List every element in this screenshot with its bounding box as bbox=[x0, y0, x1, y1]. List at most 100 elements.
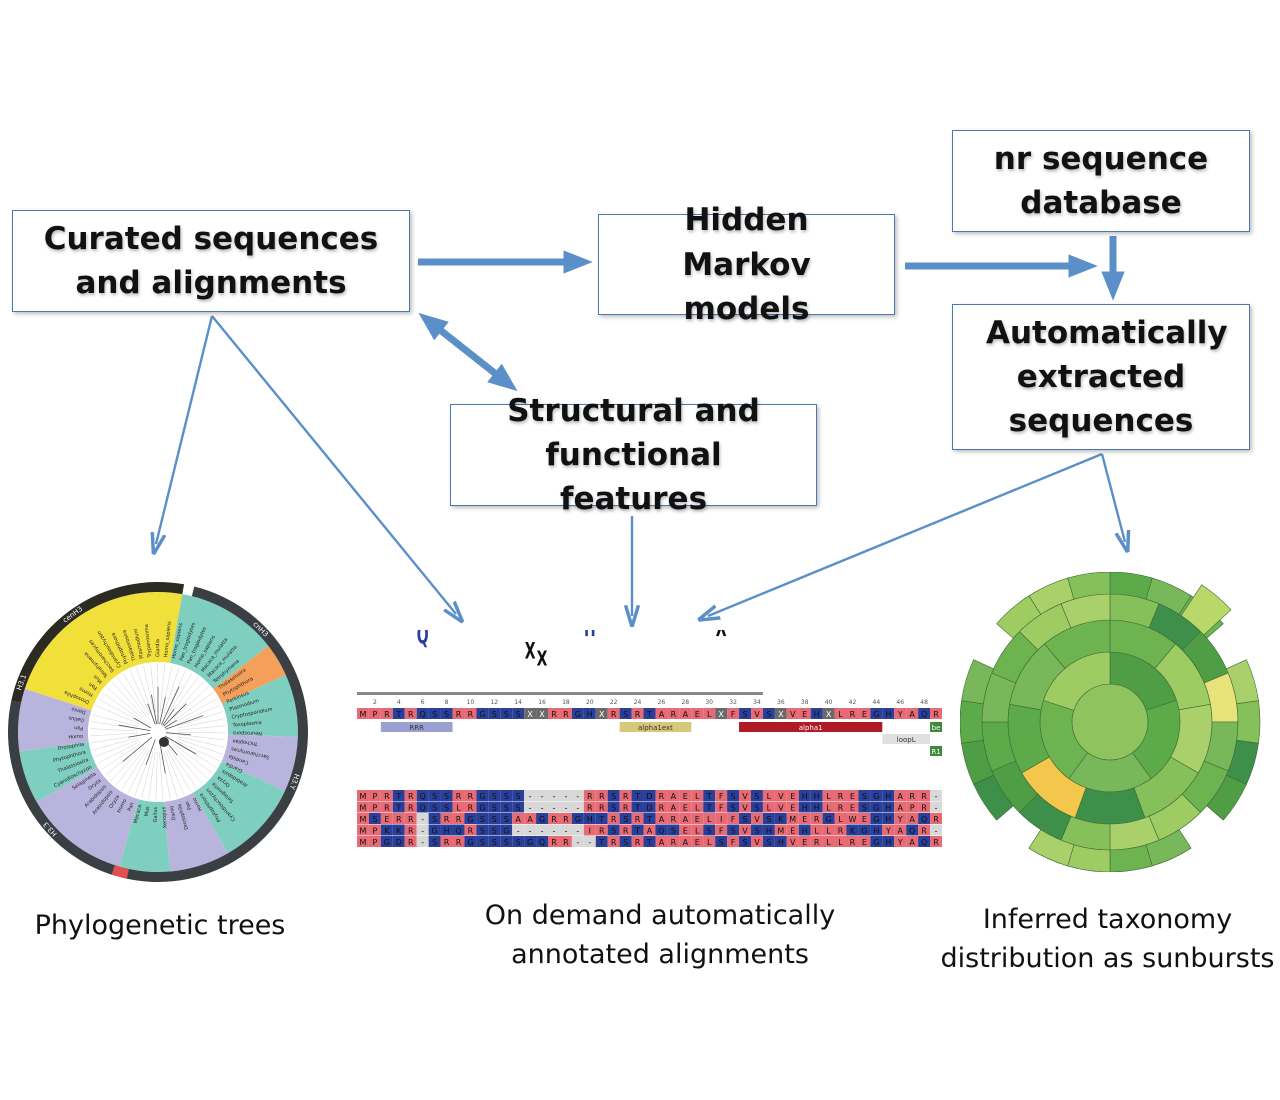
tree-center bbox=[88, 662, 228, 802]
alignment-letter: R bbox=[933, 815, 939, 824]
alignment-letter: R bbox=[635, 815, 641, 824]
tree-root-knot bbox=[159, 737, 169, 747]
tree-branches bbox=[118, 686, 204, 774]
position-tick: 24 bbox=[634, 699, 642, 706]
alignment-letter: H bbox=[885, 804, 891, 813]
alignment-letter: S bbox=[611, 804, 616, 813]
alignment-cell bbox=[858, 824, 871, 836]
alignment-letter: L bbox=[767, 792, 772, 801]
alignment-letter: S bbox=[372, 815, 377, 824]
leaf-label: Trichoplax bbox=[232, 737, 259, 746]
alignment-cell bbox=[404, 790, 417, 801]
alignment-cell bbox=[440, 801, 453, 813]
alignment-cell bbox=[619, 790, 632, 801]
branch-line bbox=[177, 734, 226, 741]
alignment-cell bbox=[643, 824, 656, 836]
alignment-cell bbox=[595, 813, 608, 824]
alignment-cell bbox=[548, 824, 560, 836]
feature-label: alpha1ext bbox=[638, 724, 673, 732]
alignment-cell bbox=[428, 813, 441, 824]
alignment-cell bbox=[655, 813, 668, 824]
alignment-cell bbox=[368, 836, 381, 847]
alignment-cell bbox=[774, 813, 787, 824]
alignment-letter: D bbox=[646, 792, 652, 801]
clade-sector bbox=[193, 761, 285, 854]
alignment-letter: S bbox=[432, 792, 437, 801]
alignment-letter: R bbox=[909, 792, 915, 801]
position-tick: 30 bbox=[705, 699, 713, 706]
alignment-letter: F bbox=[719, 792, 724, 801]
alignment-cell bbox=[834, 836, 847, 847]
alignment-cell bbox=[607, 836, 620, 847]
alignment-letter: V bbox=[778, 804, 784, 813]
alignment-cell bbox=[368, 801, 381, 813]
alignment-cell bbox=[476, 813, 489, 824]
hmm-box: Hidden Markov models bbox=[598, 202, 895, 327]
alignment-letter: R bbox=[921, 804, 927, 813]
consensus-letter: T bbox=[395, 710, 401, 719]
logo-letter: H bbox=[584, 630, 596, 644]
alignment-cell bbox=[870, 790, 883, 801]
leaf-label: Trypanosoma bbox=[144, 624, 154, 659]
alignment-letter: - bbox=[553, 804, 556, 813]
alignment-letter: S bbox=[766, 838, 771, 847]
branch-line bbox=[127, 749, 150, 794]
alignment-cell bbox=[536, 801, 549, 813]
branch-line bbox=[176, 704, 221, 725]
alignment-letter: S bbox=[671, 827, 676, 836]
alignment-cell bbox=[440, 836, 453, 847]
branch-line bbox=[176, 738, 223, 755]
alignment-cell bbox=[822, 836, 835, 847]
alignment-letter: S bbox=[742, 838, 747, 847]
branch-line bbox=[159, 664, 166, 713]
consensus-cell bbox=[691, 708, 704, 719]
position-tick: 6 bbox=[421, 699, 425, 706]
alignment-cell bbox=[834, 790, 847, 801]
alignment-cell bbox=[762, 824, 775, 836]
alignment-cell bbox=[357, 790, 369, 801]
branch-line bbox=[92, 714, 139, 728]
alignment-cell bbox=[798, 824, 811, 836]
alignment-letter: S bbox=[492, 827, 497, 836]
branch-line bbox=[117, 677, 147, 717]
alignment-letter: K bbox=[850, 827, 856, 836]
alignment-letter: G bbox=[384, 838, 390, 847]
alignment-letter: - bbox=[529, 804, 532, 813]
alignment-letter: A bbox=[683, 838, 689, 847]
feature-track bbox=[380, 722, 453, 732]
alignment-letter: V bbox=[742, 792, 748, 801]
alignment-letter: - bbox=[529, 792, 532, 801]
alignment-letter: R bbox=[599, 804, 605, 813]
alignment-letter: S bbox=[444, 804, 449, 813]
alignment-cell bbox=[691, 813, 704, 824]
alignment-cell bbox=[715, 813, 728, 824]
alignment-letter: P bbox=[372, 827, 377, 836]
alignment-cell bbox=[679, 813, 692, 824]
branch-line bbox=[110, 746, 145, 781]
alignment-letter: T bbox=[598, 815, 604, 824]
tree-edge bbox=[164, 735, 197, 755]
alignment-letter: L bbox=[838, 815, 843, 824]
alignment-letter: S bbox=[492, 815, 497, 824]
alignment-letter: S bbox=[516, 804, 521, 813]
alignment-letter: R bbox=[408, 838, 414, 847]
alignment-cell bbox=[357, 824, 369, 836]
branch-line bbox=[165, 669, 186, 714]
branch-line bbox=[174, 692, 214, 721]
alignment-cell bbox=[619, 824, 632, 836]
arrow-curated-struct-bidirectional bbox=[418, 312, 518, 392]
alignment-cell bbox=[440, 790, 453, 801]
consensus-cell bbox=[750, 708, 763, 719]
branch-line bbox=[141, 751, 154, 799]
consensus-cell bbox=[476, 708, 489, 719]
branch-line bbox=[175, 698, 218, 723]
consensus-letter: S bbox=[444, 710, 449, 719]
consensus-cell bbox=[583, 708, 596, 719]
alignment-letter: A bbox=[909, 838, 915, 847]
alignment-cell bbox=[727, 824, 740, 836]
alignment-cell bbox=[488, 824, 501, 836]
alignment-letter: E bbox=[683, 792, 688, 801]
alignment-letter: R bbox=[623, 804, 629, 813]
consensus-cell bbox=[739, 708, 751, 719]
